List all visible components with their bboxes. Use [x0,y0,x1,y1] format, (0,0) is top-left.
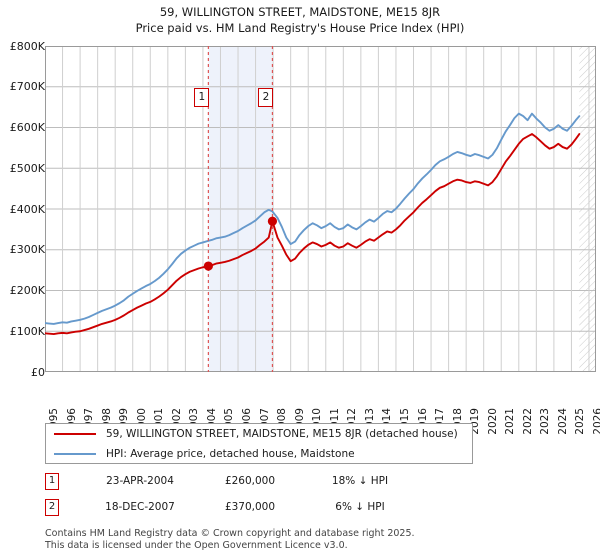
transaction-hpi-delta: 6% ↓ HPI [335,501,385,513]
x-axis-tick-label: 2025 [574,408,587,435]
y-axis-tick-label: £800K [9,39,45,53]
y-axis-tick-label: £700K [9,80,45,94]
transaction-date: 23-APR-2004 [106,475,174,487]
transaction-date: 18-DEC-2007 [105,501,175,513]
x-axis-tick-label: 2022 [521,408,534,435]
x-axis: 1995 1996 1997 1998 1999 2000 2001 2002 2003 2004… [45,374,600,435]
table-row[interactable]: 1 23-APR-2004 £260,000 18% ↓ HPI [45,472,475,498]
y-axis: £0 £100K £200K £300K £400K £500K £600K £700K £80… [0,41,600,378]
transaction-price: £260,000 [224,475,276,487]
attribution-footer: Contains HM Land Registry data © Crown c… [45,528,585,551]
legend-item: 59, WILLINGTON STREET, MAIDSTONE, ME15 8… [46,424,472,444]
x-axis-tick-label: 2024 [556,408,569,435]
footer-licence-line: This data is licensed under the Open Gov… [45,539,348,551]
chart-title-block: 59, WILLINGTON STREET, MAIDSTONE, ME15 8… [0,4,600,36]
y-axis-tick-label: £400K [9,202,45,216]
y-axis-tick-label: £300K [9,243,45,257]
y-axis-tick-label: £500K [9,161,45,175]
transactions-table: 1 23-APR-2004 £260,000 18% ↓ HPI 2 18-DEC-200… [45,472,475,524]
legend-item: HPI: Average price, detached house, Maid… [46,444,472,464]
footer-copyright-line: Contains HM Land Registry data © Crown c… [45,528,415,539]
sale-marker-badge: 2 [258,88,274,107]
x-axis-tick-label: 2020 [486,408,499,435]
page-title: 59, WILLINGTON STREET, MAIDSTONE, ME15 8… [159,5,441,19]
sale-marker-badge: 1 [194,88,210,107]
x-axis-tick-label: 2021 [504,408,517,435]
legend-color-swatch [54,433,96,435]
chart-legend: 59, WILLINGTON STREET, MAIDSTONE, ME15 8… [45,423,473,464]
y-axis-tick-label: £100K [9,324,45,338]
legend-item-label: HPI: Average price, detached house, Maid… [106,448,355,460]
y-axis-tick-label: £0 [31,365,45,379]
transaction-badge: 2 [45,499,59,516]
x-axis-tick-label: 2026 [591,408,600,435]
legend-color-swatch [54,453,96,455]
price-history-line-chart [45,46,596,372]
legend-item-label: 59, WILLINGTON STREET, MAIDSTONE, ME15 8… [106,428,458,440]
y-axis-tick-label: £200K [9,284,45,297]
page-subtitle: Price paid vs. HM Land Registry's House … [135,21,465,35]
transaction-hpi-delta: 18% ↓ HPI [331,475,389,487]
x-axis-tick-label: 2023 [539,408,552,435]
transaction-badge: 1 [45,473,59,490]
y-axis-tick-label: £600K [9,121,45,134]
table-row[interactable]: 2 18-DEC-2007 £370,000 6% ↓ HPI [45,498,475,524]
transaction-price: £370,000 [224,501,276,513]
